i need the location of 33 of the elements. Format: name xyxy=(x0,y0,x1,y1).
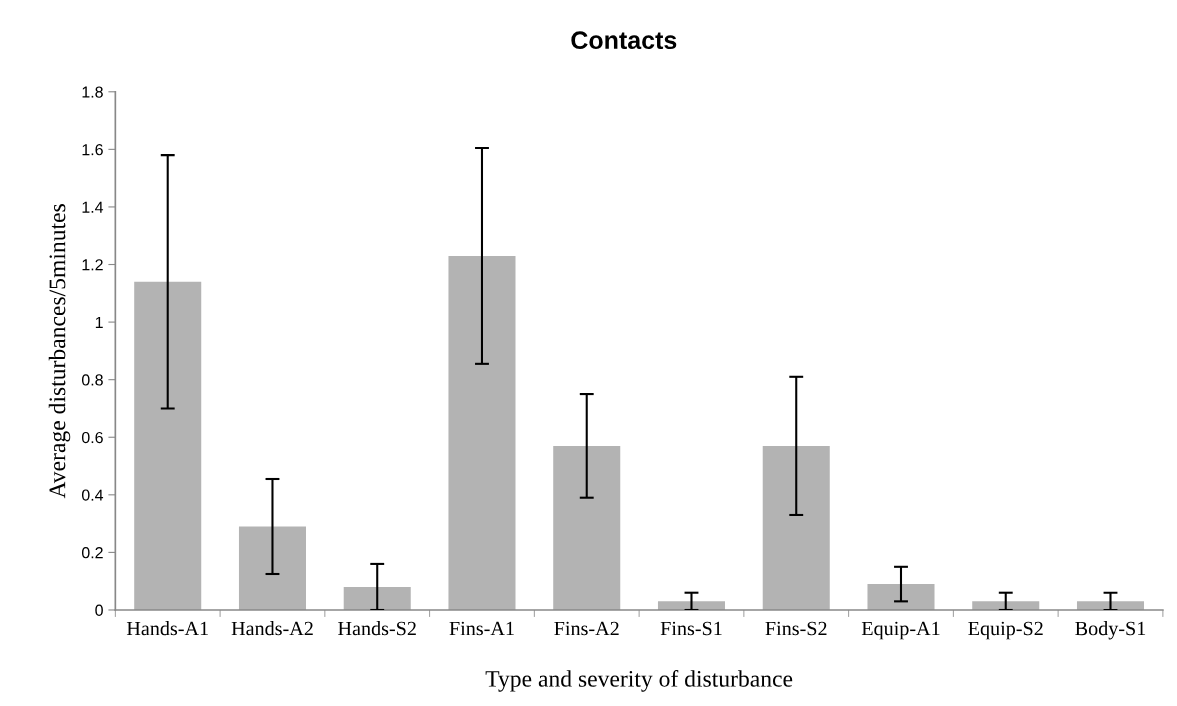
y-tick-label: 0.8 xyxy=(81,374,103,386)
x-axis-title: Type and severity of disturbance xyxy=(485,669,793,692)
chart-title: Contacts xyxy=(571,31,677,50)
bar xyxy=(343,586,411,610)
bar xyxy=(762,445,830,610)
y-tick-label: 0.2 xyxy=(81,547,103,559)
bar xyxy=(972,601,1040,610)
bar xyxy=(553,445,621,610)
x-tick-label: Hands-S2 xyxy=(338,621,416,636)
x-tick-label: Hands-A1 xyxy=(126,621,208,636)
x-tick-label: Fins-A1 xyxy=(449,621,514,636)
y-tick-label: 1.2 xyxy=(82,259,103,271)
y-tick-label: 1.8 xyxy=(82,86,103,98)
y-axis-title: Average disturbances/5minutes xyxy=(48,204,71,499)
x-tick-label: Fins-S1 xyxy=(660,621,722,636)
bar xyxy=(657,601,726,610)
bar xyxy=(448,255,516,610)
bar xyxy=(1076,601,1145,610)
x-tick-label: Hands-A2 xyxy=(231,621,313,636)
x-tick-label: Equip-S2 xyxy=(968,621,1043,640)
x-tick-label: Body-S1 xyxy=(1075,621,1146,640)
x-tick-label: Fins-S2 xyxy=(765,621,827,636)
bar xyxy=(238,526,306,610)
y-tick-label: 0 xyxy=(95,604,103,616)
y-tick-label: 0.4 xyxy=(81,489,104,501)
x-tick-label: Fins-A2 xyxy=(554,621,619,636)
y-tick-label: 1.6 xyxy=(82,143,103,156)
y-tick-label: 1.4 xyxy=(82,201,104,213)
y-tick-label: 0.6 xyxy=(81,431,103,444)
bar xyxy=(867,584,935,610)
y-tick-label: 1 xyxy=(95,316,103,328)
x-tick-label: Equip-A1 xyxy=(861,621,940,640)
bar xyxy=(134,281,202,610)
